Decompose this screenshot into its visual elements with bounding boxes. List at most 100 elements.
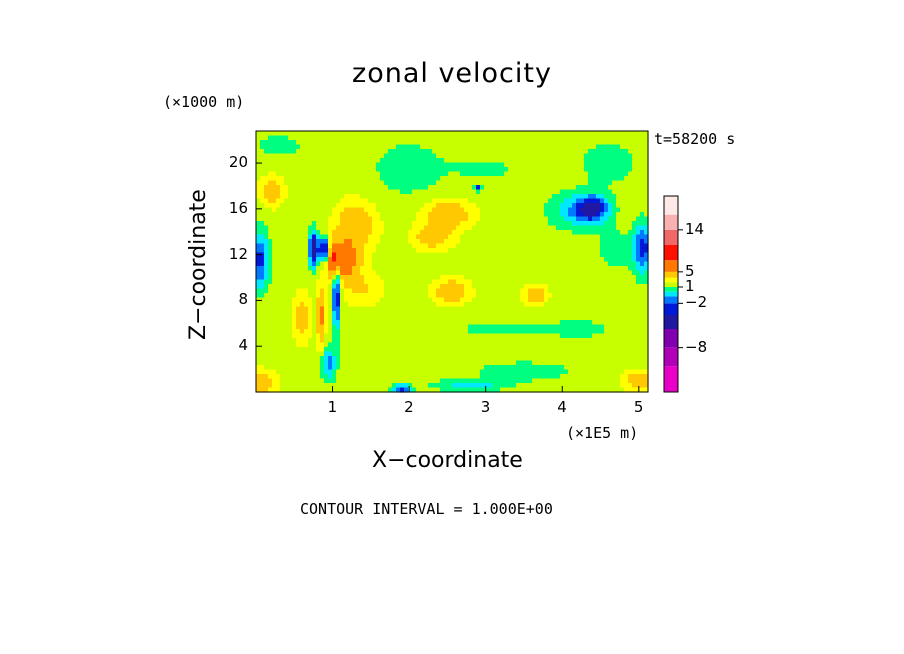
field-cell [492,162,497,168]
field-cell [548,333,553,339]
field-cell [332,221,337,227]
field-cell [388,347,393,353]
field-cell [324,329,329,335]
field-cell [352,275,357,281]
field-cell [320,203,325,209]
field-cell [472,234,477,240]
field-cell [296,194,301,200]
field-cell [548,338,553,344]
field-cell [356,347,361,353]
field-cell [516,266,521,272]
field-cell [392,338,397,344]
field-cell [572,234,577,240]
field-cell [632,261,637,267]
field-cell [396,320,401,326]
field-cell [560,162,565,168]
field-cell [296,203,301,209]
field-cell [408,194,413,200]
field-cell [412,234,417,240]
field-cell [624,243,629,249]
field-cell [408,180,413,186]
field-cell [588,135,593,141]
field-cell [464,167,469,173]
field-cell [580,144,585,150]
field-cell [464,293,469,299]
field-cell [640,275,645,281]
field-cell [548,311,553,317]
field-cell [296,356,301,362]
field-cell [640,311,645,317]
field-cell [620,167,625,173]
field-cell [520,252,525,258]
field-cell [628,248,633,254]
field-cell [588,140,593,146]
field-cell [296,284,301,290]
field-cell [360,252,365,258]
field-cell [316,212,321,218]
field-cell [308,158,313,164]
field-cell [632,221,637,227]
field-cell [444,149,449,155]
field-cell [524,257,529,263]
field-cell [548,320,553,326]
field-cell [568,144,573,150]
field-cell [376,293,381,299]
field-cell [408,153,413,159]
field-cell [312,288,317,294]
field-cell [528,243,533,249]
field-cell [524,207,529,213]
field-cell [444,135,449,141]
field-cell [552,275,557,281]
field-cell [332,225,337,231]
field-cell [564,135,569,141]
field-cell [500,347,505,353]
field-cell [352,239,357,245]
field-cell [500,306,505,312]
field-cell [332,239,337,245]
field-cell [588,185,593,191]
field-cell [292,167,297,173]
field-cell [388,140,393,146]
field-cell [556,297,561,303]
field-cell [560,180,565,186]
field-cell [324,153,329,159]
field-cell [540,315,545,321]
field-cell [464,284,469,290]
field-cell [488,144,493,150]
field-cell [404,284,409,290]
field-cell [360,144,365,150]
field-cell [300,351,305,357]
field-cell [376,333,381,339]
field-cell [512,149,517,155]
field-cell [332,284,337,290]
field-cell [256,257,261,263]
field-cell [268,266,273,272]
field-cell [400,162,405,168]
field-cell [400,171,405,177]
field-cell [456,311,461,317]
field-cell [272,356,277,362]
field-cell [316,158,321,164]
field-cell [344,333,349,339]
field-cell [428,356,433,362]
field-cell [624,176,629,182]
field-cell [600,162,605,168]
field-cell [552,149,557,155]
field-cell [420,248,425,254]
field-cell [596,342,601,348]
field-cell [588,158,593,164]
field-cell [532,306,537,312]
field-cell [500,320,505,326]
field-cell [376,194,381,200]
field-cell [608,297,613,303]
field-cell [480,149,485,155]
field-cell [600,257,605,263]
field-cell [480,194,485,200]
field-cell [612,275,617,281]
field-cell [596,203,601,209]
field-cell [576,275,581,281]
field-cell [504,198,509,204]
field-cell [384,302,389,308]
field-cell [584,203,589,209]
field-cell [460,171,465,177]
